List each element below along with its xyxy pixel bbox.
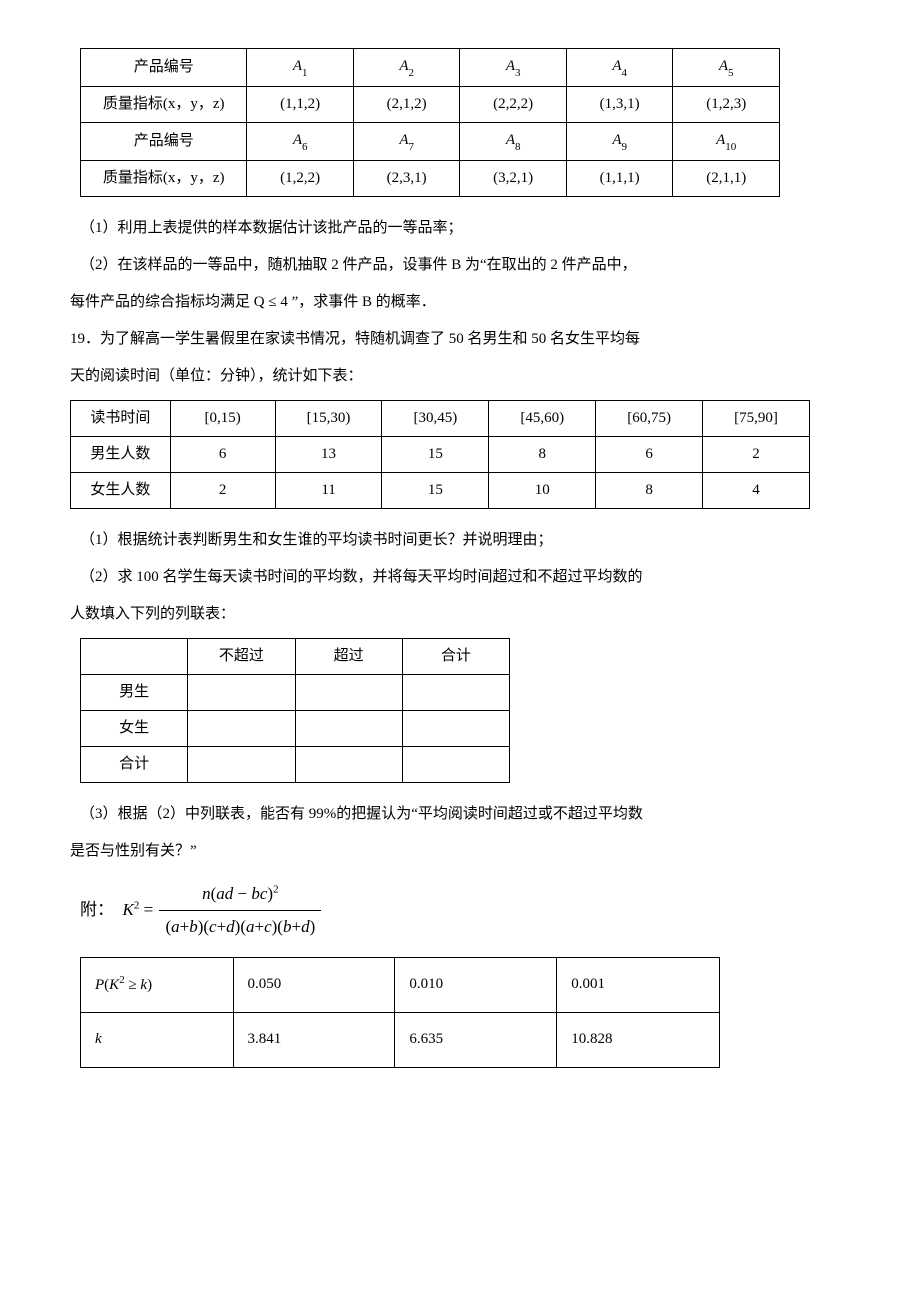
t1-label: 质量指标(x，y，z)	[81, 86, 247, 122]
t2-h: [45,60)	[489, 400, 596, 436]
t2-h: [75,90]	[703, 400, 810, 436]
t3-cell	[402, 674, 509, 710]
formula-prefix: 附：	[80, 900, 114, 919]
t3-h	[81, 638, 188, 674]
t2-cell: 15	[382, 472, 489, 508]
t3-cell	[402, 710, 509, 746]
q19-intro2: 天的阅读时间（单位：分钟），统计如下表：	[70, 363, 860, 390]
t2-cell: 8	[596, 472, 703, 508]
t2-cell: 11	[275, 472, 382, 508]
q19-part1: （1）根据统计表判断男生和女生谁的平均读书时间更长？并说明理由；	[80, 527, 860, 554]
t2-h: [0,15)	[170, 400, 275, 436]
t3-rowlabel: 男生	[81, 674, 188, 710]
t1-cell: (2,1,1)	[673, 160, 780, 196]
t2-h: [15,30)	[275, 400, 382, 436]
t1-cell: (1,1,2)	[247, 86, 354, 122]
t3-h: 合计	[402, 638, 509, 674]
t1-cell: (1,2,3)	[673, 86, 780, 122]
t1-cell: (1,2,2)	[247, 160, 354, 196]
t3-cell	[402, 746, 509, 782]
t2-cell: 8	[489, 436, 596, 472]
q18-part1: （1）利用上表提供的样本数据估计该批产品的一等品率；	[80, 215, 860, 242]
t1-cell: (3,2,1)	[460, 160, 567, 196]
t2-cell: 4	[703, 472, 810, 508]
q19-part2a: （2）求 100 名学生每天读书时间的平均数，并将每天平均时间超过和不超过平均数…	[80, 564, 860, 591]
t4-cell: 3.841	[233, 1012, 395, 1067]
reading-time-table: 读书时间 [0,15) [15,30) [30,45) [45,60) [60,…	[70, 400, 810, 509]
q18-part2a: （2）在该样品的一等品中，随机抽取 2 件产品，设事件 B 为“在取出的 2 件…	[80, 252, 860, 279]
t2-cell: 15	[382, 436, 489, 472]
t1-cell: (2,1,2)	[353, 86, 460, 122]
t2-cell: 2	[703, 436, 810, 472]
product-index-table: 产品编号 A1 A2 A3 A4 A5 质量指标(x，y，z) (1,1,2) …	[80, 48, 780, 197]
t1-label: 产品编号	[81, 49, 247, 87]
t2-cell: 2	[170, 472, 275, 508]
t2-h: [60,75)	[596, 400, 703, 436]
t1-label: 质量指标(x，y，z)	[81, 160, 247, 196]
t3-h: 超过	[295, 638, 402, 674]
t1-cell: (1,1,1)	[566, 160, 673, 196]
t2-rowlabel: 男生人数	[71, 436, 171, 472]
t2-h: 读书时间	[71, 400, 171, 436]
t2-rowlabel: 女生人数	[71, 472, 171, 508]
t3-cell	[295, 710, 402, 746]
t2-cell: 6	[170, 436, 275, 472]
t3-cell	[188, 746, 295, 782]
k-squared-formula: 附： K2 = n(ad − bc)2 (a+b)(c+d)(a+c)(b+d)	[80, 879, 860, 943]
t1-cell: (1,3,1)	[566, 86, 673, 122]
t1-cell: (2,3,1)	[353, 160, 460, 196]
contingency-table: 不超过 超过 合计 男生 女生 合计	[80, 638, 510, 783]
t3-cell	[188, 710, 295, 746]
t2-cell: 13	[275, 436, 382, 472]
t4-cell: 0.050	[233, 957, 395, 1012]
t4-cell: 0.010	[395, 957, 557, 1012]
q19-intro1: 19．为了解高一学生暑假里在家读书情况，特随机调查了 50 名男生和 50 名女…	[70, 326, 860, 353]
t3-cell	[188, 674, 295, 710]
t4-cell: k	[81, 1012, 234, 1067]
t4-cell: 6.635	[395, 1012, 557, 1067]
t3-rowlabel: 女生	[81, 710, 188, 746]
t4-cell: P(K2 ≥ k)	[81, 957, 234, 1012]
t3-h: 不超过	[188, 638, 295, 674]
t1-cell: (2,2,2)	[460, 86, 567, 122]
t3-rowlabel: 合计	[81, 746, 188, 782]
t2-h: [30,45)	[382, 400, 489, 436]
t1-label: 产品编号	[81, 122, 247, 160]
q18-part2b: 每件产品的综合指标均满足 Q ≤ 4 ”，求事件 B 的概率．	[70, 289, 860, 316]
q19-part3b: 是否与性别有关？”	[70, 838, 860, 865]
t3-cell	[295, 674, 402, 710]
critical-value-table: P(K2 ≥ k) 0.050 0.010 0.001 k 3.841 6.63…	[80, 957, 720, 1068]
q19-part3a: （3）根据（2）中列联表，能否有 99%的把握认为“平均阅读时间超过或不超过平均…	[80, 801, 860, 828]
t4-cell: 10.828	[557, 1012, 720, 1067]
t4-cell: 0.001	[557, 957, 720, 1012]
t3-cell	[295, 746, 402, 782]
q19-part2b: 人数填入下列的列联表：	[70, 601, 860, 628]
t2-cell: 6	[596, 436, 703, 472]
t2-cell: 10	[489, 472, 596, 508]
